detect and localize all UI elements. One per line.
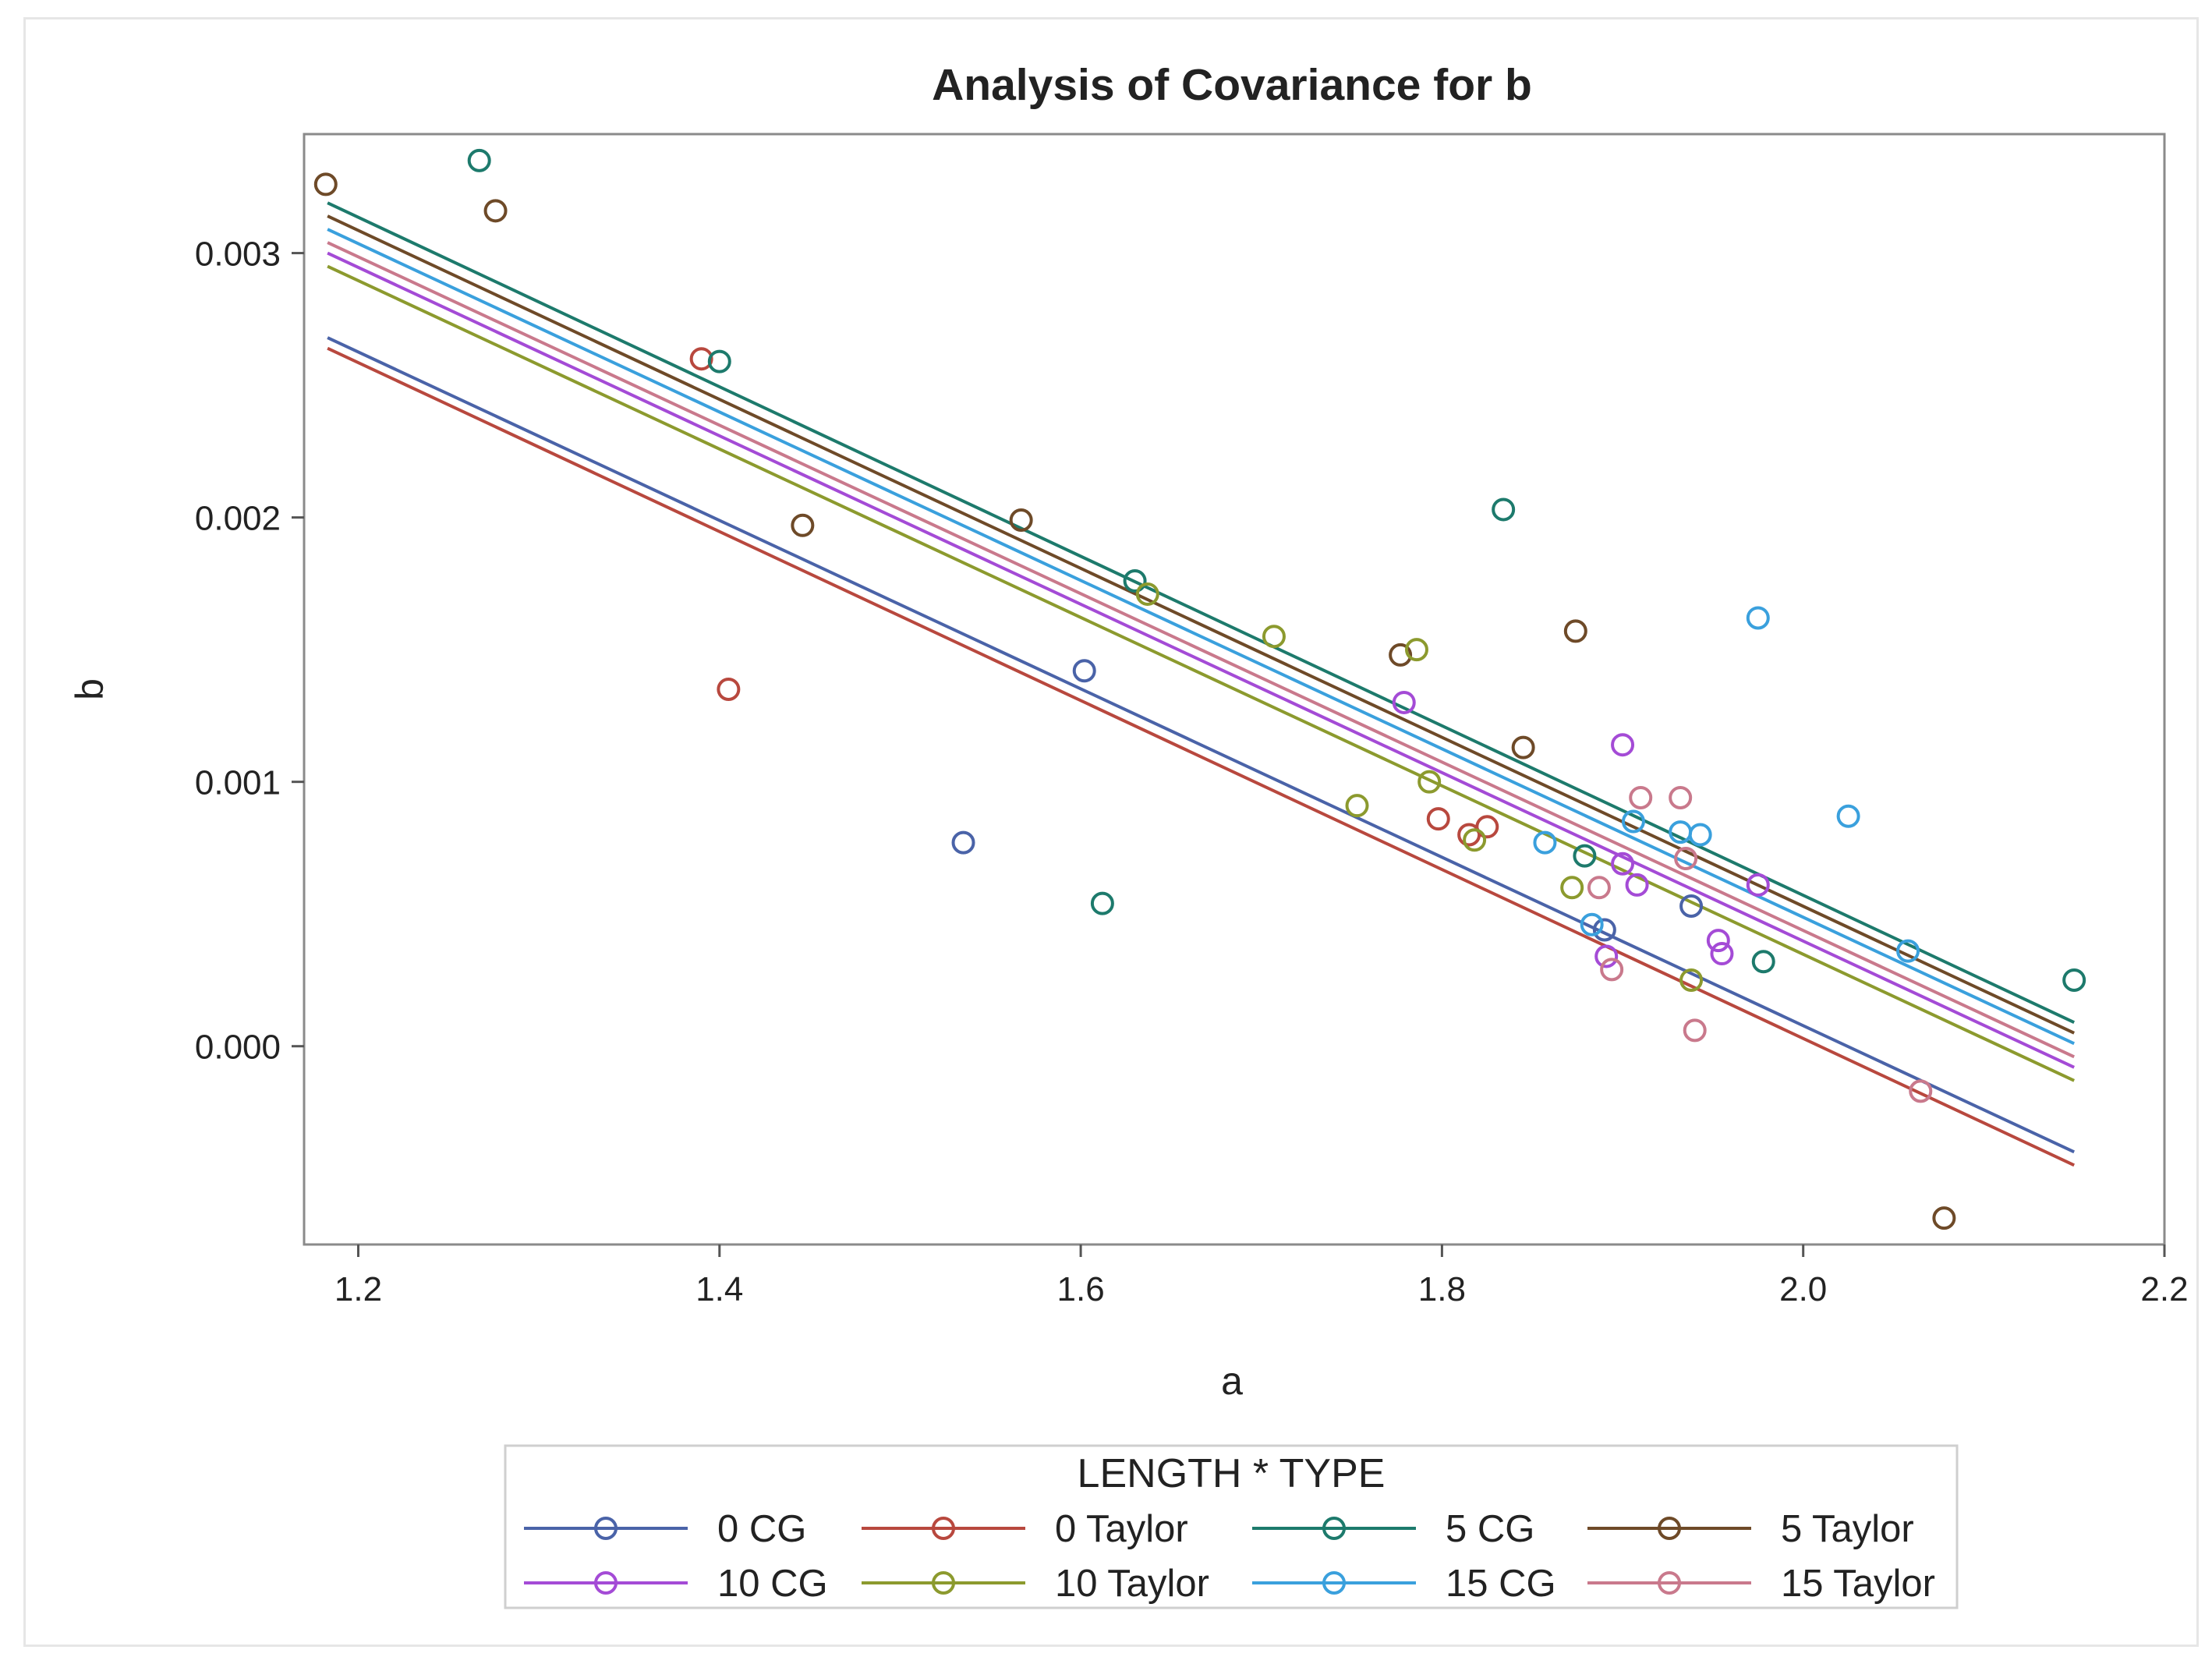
legend-label: 5 Taylor bbox=[1781, 1508, 1914, 1550]
data-point bbox=[1492, 497, 1516, 522]
data-point bbox=[1560, 876, 1584, 900]
data-point bbox=[1345, 794, 1369, 818]
x-tick-label: 1.2 bbox=[334, 1270, 382, 1308]
x-tick-label: 1.8 bbox=[1418, 1270, 1466, 1308]
y-tick-label: 0.000 bbox=[195, 1028, 281, 1067]
data-point bbox=[2062, 968, 2086, 992]
legend-marker bbox=[932, 1517, 955, 1540]
data-point bbox=[1392, 690, 1416, 714]
legend-label: 0 CG bbox=[717, 1508, 806, 1550]
data-point bbox=[1463, 828, 1487, 852]
fit-line bbox=[327, 201, 2076, 1025]
x-axis-label: a bbox=[1221, 1359, 1243, 1403]
data-point bbox=[707, 349, 731, 374]
data-point bbox=[483, 199, 508, 223]
legend-label: 0 Taylor bbox=[1055, 1508, 1188, 1550]
fit-line bbox=[327, 214, 2076, 1035]
data-point bbox=[1587, 876, 1611, 900]
data-point bbox=[1746, 873, 1770, 897]
fit-line bbox=[327, 336, 2076, 1154]
data-point bbox=[1674, 846, 1698, 870]
data-point bbox=[1600, 958, 1624, 982]
legend: LENGTH * TYPE 0 CG 0 Taylor 5 CG 5 Taylor 10… bbox=[504, 1444, 1959, 1609]
fit-line bbox=[327, 241, 2076, 1059]
data-point bbox=[1511, 735, 1535, 759]
data-point bbox=[1611, 851, 1635, 876]
data-point bbox=[1533, 830, 1557, 855]
data-point bbox=[1679, 968, 1704, 992]
data-point bbox=[1611, 733, 1635, 757]
data-point bbox=[1621, 809, 1645, 834]
y-tick-label: 0.001 bbox=[195, 764, 281, 802]
data-point bbox=[1262, 625, 1286, 649]
data-point bbox=[1896, 939, 1920, 963]
data-point bbox=[1090, 891, 1114, 915]
y-axis: 0.000 0.001 0.002 0.003 bbox=[195, 235, 304, 1067]
x-tick-label: 2.0 bbox=[1779, 1270, 1827, 1308]
fit-lines bbox=[327, 201, 2076, 1167]
legend-marker bbox=[1658, 1571, 1681, 1595]
data-point bbox=[1669, 786, 1693, 810]
legend-marker bbox=[594, 1571, 618, 1595]
data-point bbox=[1679, 894, 1704, 919]
x-tick-label: 2.2 bbox=[2140, 1270, 2188, 1308]
scatter-points bbox=[313, 148, 2086, 1230]
data-point bbox=[313, 172, 338, 196]
y-axis-label: b bbox=[68, 678, 111, 700]
data-point bbox=[1836, 804, 1860, 828]
data-point bbox=[689, 347, 713, 371]
legend-label: 15 Taylor bbox=[1781, 1563, 1935, 1605]
data-point bbox=[1751, 950, 1775, 974]
x-tick-label: 1.4 bbox=[695, 1270, 743, 1308]
legend-marker bbox=[1322, 1571, 1346, 1595]
legend-items: 0 CG 0 Taylor 5 CG 5 Taylor 10 CG 10 Taylor 15… bbox=[524, 1508, 1935, 1605]
data-point bbox=[1629, 786, 1653, 810]
legend-marker bbox=[1658, 1517, 1681, 1540]
legend-title: LENGTH * TYPE bbox=[1078, 1451, 1386, 1496]
fit-line bbox=[327, 251, 2076, 1069]
fit-line bbox=[327, 346, 2076, 1167]
data-point bbox=[1746, 606, 1770, 630]
legend-label: 10 CG bbox=[717, 1563, 828, 1605]
x-tick-label: 1.6 bbox=[1057, 1270, 1105, 1308]
data-point bbox=[1909, 1079, 1933, 1103]
fit-line bbox=[327, 264, 2076, 1082]
data-point bbox=[1123, 568, 1147, 593]
data-point bbox=[1072, 659, 1096, 683]
data-point bbox=[1417, 770, 1442, 794]
data-point bbox=[1688, 823, 1712, 847]
legend-marker bbox=[932, 1571, 955, 1595]
data-point bbox=[1625, 873, 1649, 897]
data-point bbox=[1426, 807, 1450, 831]
data-point bbox=[1592, 918, 1616, 942]
chart-title: Analysis of Covariance for b bbox=[932, 60, 1532, 110]
data-point bbox=[1009, 508, 1033, 533]
data-point bbox=[1563, 619, 1587, 643]
data-point bbox=[1683, 1018, 1707, 1043]
y-tick-label: 0.002 bbox=[195, 500, 281, 538]
data-point bbox=[1706, 929, 1730, 953]
fit-line bbox=[327, 228, 2076, 1046]
data-point bbox=[951, 830, 975, 855]
data-point bbox=[1710, 942, 1734, 966]
legend-label: 5 CG bbox=[1446, 1508, 1534, 1550]
data-point bbox=[717, 678, 741, 701]
data-point bbox=[1135, 582, 1159, 606]
y-tick-label: 0.003 bbox=[195, 235, 281, 274]
legend-marker bbox=[594, 1517, 618, 1540]
legend-label: 10 Taylor bbox=[1055, 1563, 1209, 1605]
data-point bbox=[1573, 844, 1597, 868]
data-point bbox=[1580, 912, 1604, 936]
data-point bbox=[467, 148, 491, 172]
x-axis: 1.2 1.4 1.6 1.8 2.0 2.2 bbox=[334, 1244, 2189, 1308]
data-point bbox=[1932, 1206, 1956, 1230]
data-point bbox=[1404, 638, 1428, 662]
data-point bbox=[1457, 823, 1481, 847]
data-point bbox=[1389, 643, 1413, 667]
legend-label: 15 CG bbox=[1446, 1563, 1556, 1605]
data-point bbox=[791, 513, 815, 537]
legend-marker bbox=[1322, 1517, 1346, 1540]
data-point bbox=[1594, 944, 1619, 968]
